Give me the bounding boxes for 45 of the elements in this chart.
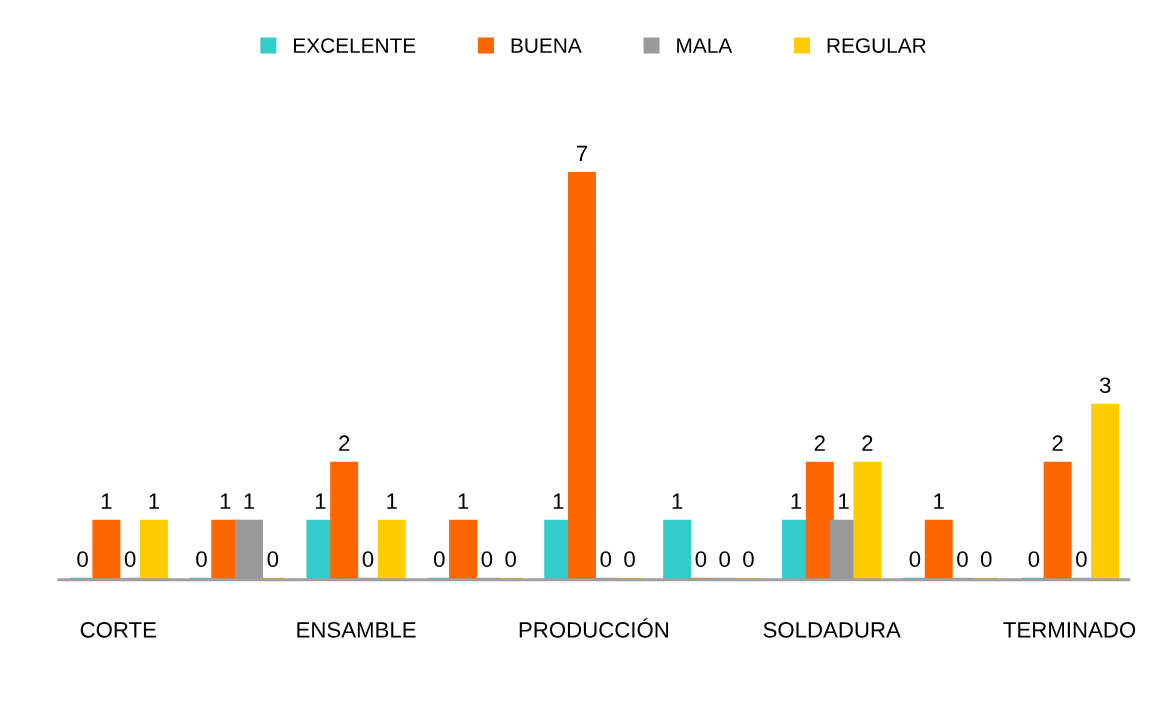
data-label: 0 — [980, 551, 992, 568]
data-label: 7 — [576, 145, 588, 162]
data-label: 1 — [672, 493, 683, 509]
data-label: 0 — [600, 551, 612, 568]
data-label: 1 — [934, 493, 944, 509]
legend-label: MALA — [677, 38, 733, 53]
data-label: 0 — [196, 551, 207, 568]
data-label: 1 — [553, 493, 564, 509]
data-label: 1 — [387, 493, 397, 509]
legend-label: REGULAR — [827, 38, 926, 53]
data-label: 2 — [1052, 435, 1063, 451]
data-label: 2 — [814, 435, 825, 451]
x-tick-label: ENSAMBLE — [297, 621, 416, 638]
data-label: 1 — [791, 493, 802, 509]
x-tick-label: PRODUCCIÓN — [519, 618, 668, 638]
data-label: 1 — [458, 493, 469, 509]
data-label: 0 — [1028, 551, 1040, 568]
data-label: 2 — [339, 435, 350, 451]
data-label: 0 — [481, 551, 493, 568]
data-label: 1 — [244, 493, 255, 509]
data-label: 0 — [1076, 551, 1087, 568]
data-label: 0 — [433, 551, 445, 568]
data-label: 0 — [695, 551, 707, 568]
data-label: 0 — [124, 551, 136, 568]
x-tick-label: CORTE — [80, 621, 156, 638]
x-tick-label: TERMINADO — [1003, 621, 1136, 638]
data-label: 0 — [362, 551, 374, 568]
data-label: 0 — [77, 551, 88, 568]
data-label: 0 — [267, 551, 279, 568]
data-label: 1 — [220, 493, 231, 509]
data-label: 2 — [862, 435, 873, 451]
data-label: 0 — [957, 551, 968, 568]
data-label: 0 — [624, 551, 635, 568]
legend-label: BUENA — [511, 38, 582, 53]
data-label: 1 — [315, 493, 326, 509]
data-label: 0 — [719, 551, 730, 568]
legend-label: EXCELENTE — [294, 38, 416, 53]
data-label: 1 — [839, 493, 849, 509]
data-label: 1 — [149, 493, 160, 509]
data-label: 1 — [101, 493, 112, 509]
data-label: 3 — [1099, 377, 1111, 394]
data-label: 0 — [505, 551, 516, 568]
x-tick-label: SOLDADURA — [763, 621, 901, 638]
data-label: 0 — [743, 551, 754, 568]
data-label: 0 — [909, 551, 921, 568]
